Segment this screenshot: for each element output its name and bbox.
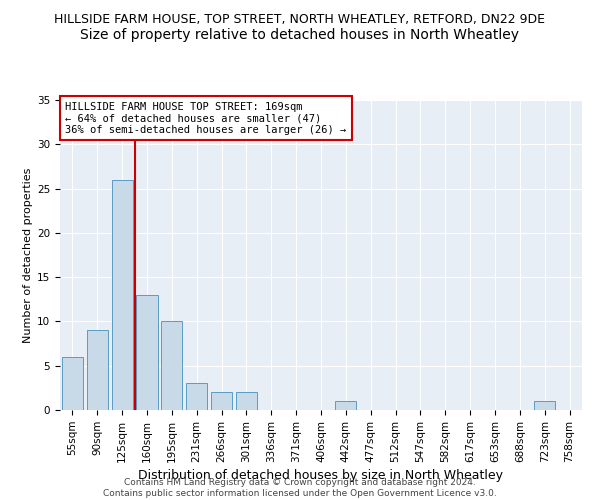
Bar [161,322,182,410]
Text: Size of property relative to detached houses in North Wheatley: Size of property relative to detached ho… [80,28,520,42]
X-axis label: Distribution of detached houses by size in North Wheatley: Distribution of detached houses by size … [139,469,503,482]
Bar [112,180,133,410]
Text: Contains HM Land Registry data © Crown copyright and database right 2024.
Contai: Contains HM Land Registry data © Crown c… [103,478,497,498]
Bar [211,392,232,410]
Text: HILLSIDE FARM HOUSE TOP STREET: 169sqm
← 64% of detached houses are smaller (47): HILLSIDE FARM HOUSE TOP STREET: 169sqm ←… [65,102,346,134]
Bar [62,357,83,410]
Bar [335,401,356,410]
Bar [87,330,108,410]
Bar [136,295,158,410]
Bar [236,392,257,410]
Text: HILLSIDE FARM HOUSE, TOP STREET, NORTH WHEATLEY, RETFORD, DN22 9DE: HILLSIDE FARM HOUSE, TOP STREET, NORTH W… [55,12,545,26]
Bar [534,401,555,410]
Bar [186,384,207,410]
Y-axis label: Number of detached properties: Number of detached properties [23,168,33,342]
